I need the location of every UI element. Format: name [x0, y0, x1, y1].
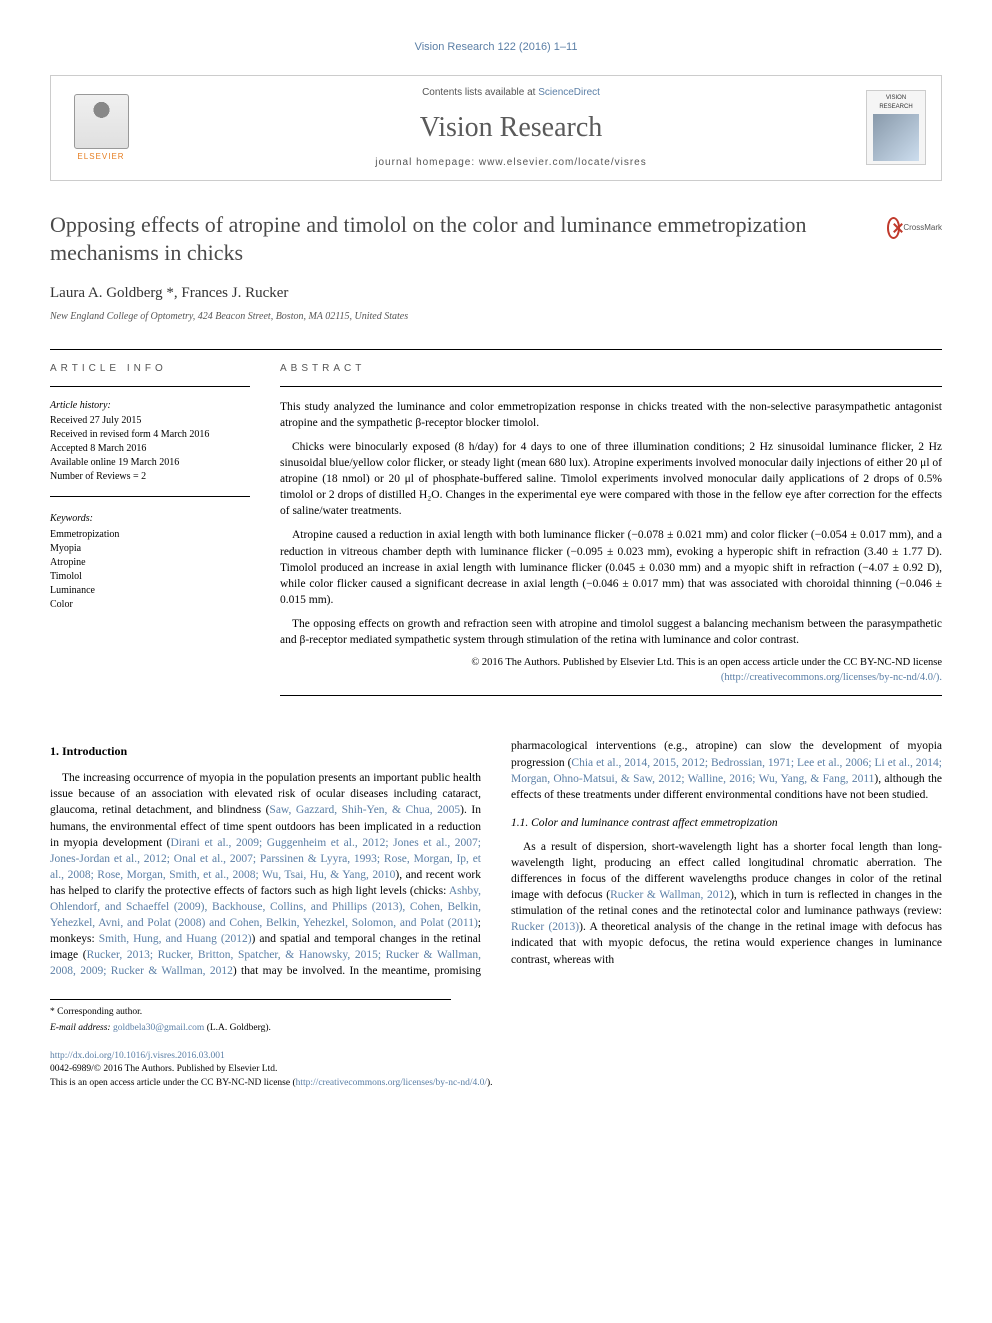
abstract-p3: Atropine caused a reduction in axial len…: [280, 527, 942, 607]
elsevier-label: ELSEVIER: [77, 151, 124, 162]
divider: [50, 496, 250, 497]
abstract-p4: The opposing effects on growth and refra…: [280, 616, 942, 648]
keyword: Luminance: [50, 584, 250, 598]
journal-name: Vision Research: [156, 108, 866, 147]
section-1-1-heading: 1.1. Color and luminance contrast affect…: [511, 815, 942, 831]
abstract-p1: This study analyzed the luminance and co…: [280, 399, 942, 431]
email-link[interactable]: goldbela30@gmail.com: [113, 1023, 204, 1033]
email-suffix: (L.A. Goldberg).: [204, 1023, 271, 1033]
abstract-column: abstract This study analyzed the luminan…: [280, 362, 942, 709]
abstract-label: abstract: [280, 362, 942, 376]
elsevier-logo[interactable]: ELSEVIER: [66, 90, 136, 165]
doi-footer: http://dx.doi.org/10.1016/j.visres.2016.…: [50, 1050, 942, 1090]
crossmark-badge[interactable]: CrossMark: [887, 211, 942, 246]
copyright-text: © 2016 The Authors. Published by Elsevie…: [471, 657, 942, 668]
crossmark-icon: [887, 217, 900, 239]
sciencedirect-link[interactable]: ScienceDirect: [538, 87, 600, 98]
info-label: article info: [50, 362, 250, 376]
copyright-line: © 2016 The Authors. Published by Elsevie…: [280, 656, 942, 685]
article-title: Opposing effects of atropine and timolol…: [50, 211, 867, 268]
corresponding-author-footer: * Corresponding author. E-mail address: …: [50, 999, 451, 1035]
contents-line: Contents lists available at ScienceDirec…: [156, 86, 866, 100]
info-abstract-row: article info Article history: Received 2…: [50, 362, 942, 709]
keyword: Myopia: [50, 542, 250, 556]
journal-cover-thumbnail[interactable]: VISION RESEARCH: [866, 90, 926, 165]
divider: [50, 386, 250, 387]
license-close: ).: [487, 1078, 493, 1088]
header-center: Contents lists available at ScienceDirec…: [156, 86, 866, 169]
homepage-line: journal homepage: www.elsevier.com/locat…: [156, 156, 866, 170]
citation-link[interactable]: Rucker (2013): [511, 921, 579, 933]
journal-header: ELSEVIER Contents lists available at Sci…: [50, 75, 942, 180]
history-reviews: Number of Reviews = 2: [50, 470, 250, 484]
divider: [280, 386, 942, 387]
elsevier-tree-icon: [74, 94, 129, 149]
journal-reference: Vision Research 122 (2016) 1–11: [50, 40, 942, 55]
corresponding-label: * Corresponding author.: [50, 1006, 451, 1019]
divider: [50, 349, 942, 350]
citation-link[interactable]: Saw, Gazzard, Shih-Yen, & Chua, 2005: [269, 804, 460, 816]
citation-link[interactable]: Rucker & Wallman, 2012: [610, 889, 730, 901]
keyword: Emmetropization: [50, 528, 250, 542]
license-link[interactable]: http://creativecommons.org/licenses/by-n…: [296, 1078, 487, 1088]
license-line: This is an open access article under the…: [50, 1078, 296, 1088]
keywords-heading: Keywords:: [50, 512, 250, 526]
issn-line: 0042-6989/© 2016 The Authors. Published …: [50, 1064, 277, 1074]
citation-link[interactable]: Smith, Hung, and Huang (2012): [99, 933, 252, 945]
history-revised: Received in revised form 4 March 2016: [50, 428, 250, 442]
email-label: E-mail address:: [50, 1023, 113, 1033]
keyword: Timolol: [50, 570, 250, 584]
authors: Laura A. Goldberg *, Frances J. Rucker: [50, 283, 942, 304]
section-1-heading: 1. Introduction: [50, 743, 481, 760]
keyword: Color: [50, 598, 250, 612]
history-online: Available online 19 March 2016: [50, 456, 250, 470]
doi-link[interactable]: http://dx.doi.org/10.1016/j.visres.2016.…: [50, 1051, 225, 1061]
history-heading: Article history:: [50, 399, 250, 413]
homepage-url[interactable]: www.elsevier.com/locate/visres: [479, 157, 647, 168]
crossmark-label: CrossMark: [903, 222, 942, 233]
title-row: Opposing effects of atropine and timolol…: [50, 211, 942, 268]
citation-link[interactable]: Rucker, 2013; Rucker, Britton, Spatcher,…: [87, 949, 299, 961]
keyword: Atropine: [50, 556, 250, 570]
email-line: E-mail address: goldbela30@gmail.com (L.…: [50, 1022, 451, 1035]
article-info-column: article info Article history: Received 2…: [50, 362, 250, 709]
license-link[interactable]: (http://creativecommons.org/licenses/by-…: [721, 672, 942, 683]
cover-label: VISION RESEARCH: [870, 94, 922, 111]
divider: [280, 695, 942, 696]
homepage-prefix: journal homepage:: [375, 157, 479, 168]
cover-image-icon: [873, 114, 920, 161]
abstract-p2: Chicks were binocularly exposed (8 h/day…: [280, 439, 942, 519]
body-text: 1. Introduction The increasing occurrenc…: [50, 738, 942, 979]
contents-prefix: Contents lists available at: [422, 87, 538, 98]
history-accepted: Accepted 8 March 2016: [50, 442, 250, 456]
affiliation: New England College of Optometry, 424 Be…: [50, 310, 942, 324]
history-received: Received 27 July 2015: [50, 414, 250, 428]
body-paragraph: As a result of dispersion, short-wavelen…: [511, 839, 942, 968]
